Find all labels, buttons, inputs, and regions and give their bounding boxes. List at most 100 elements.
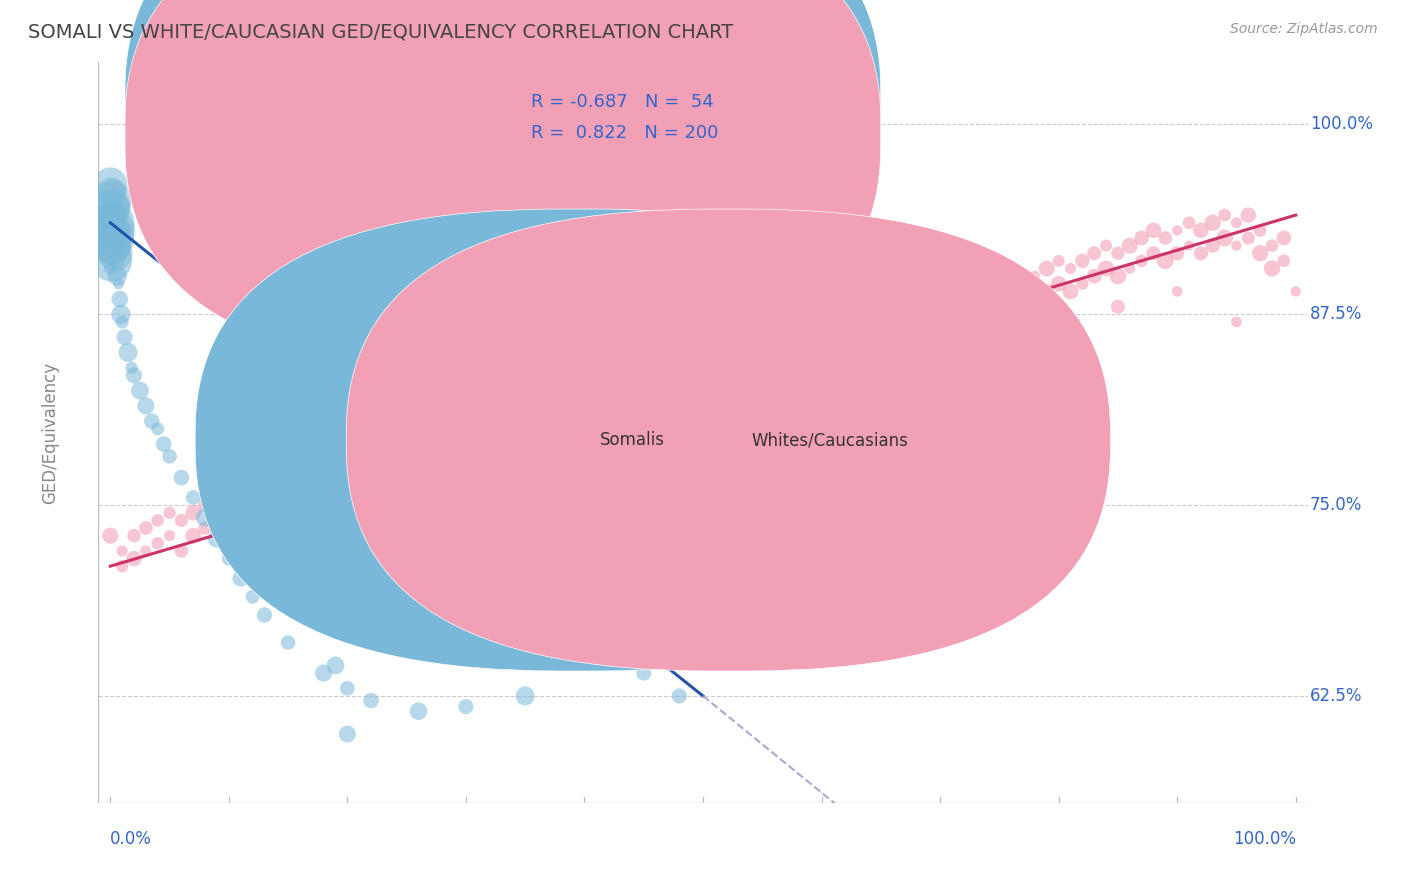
Point [122,368,145,383]
Point [526,429,548,443]
Point [561,399,583,413]
Point [100,185,122,199]
Point [1130,231,1153,245]
Text: 0.0%: 0.0% [110,830,152,848]
Point [141,414,163,428]
Point [371,467,394,482]
Point [408,460,430,475]
Text: 62.5%: 62.5% [1310,687,1362,705]
Point [502,444,524,458]
Point [1012,277,1035,291]
Point [443,429,465,443]
Point [98,529,121,543]
Point [1249,246,1271,260]
Point [965,292,987,306]
Point [1154,253,1177,268]
Point [159,450,181,464]
Point [104,223,127,237]
Point [1237,208,1260,222]
Point [135,544,157,558]
Text: atlas: atlas [619,401,887,508]
Point [454,444,477,458]
Point [585,422,607,436]
Point [101,193,124,207]
Text: 75.0%: 75.0% [1310,496,1362,514]
Point [574,414,596,428]
Point [242,529,264,543]
Point [218,483,240,497]
Point [609,407,631,421]
Point [1083,246,1105,260]
Point [1213,208,1236,222]
FancyBboxPatch shape [195,209,959,671]
Point [644,399,666,413]
Point [98,208,121,222]
Point [467,452,489,467]
Point [1012,300,1035,314]
Point [988,330,1011,344]
Point [537,437,560,451]
Point [360,452,382,467]
Point [526,407,548,421]
Point [478,422,501,436]
Point [205,513,228,527]
Text: 100.0%: 100.0% [1233,830,1296,848]
Point [1142,223,1164,237]
Point [218,544,240,558]
Point [105,238,128,252]
Point [893,307,915,321]
Point [121,360,143,375]
Point [336,475,359,490]
Point [644,376,666,390]
Point [810,353,832,368]
Point [633,666,655,681]
Point [692,407,714,421]
Point [1202,238,1225,252]
Point [988,300,1011,314]
Point [1261,261,1284,276]
Point [905,322,928,336]
Text: 100.0%: 100.0% [1310,114,1374,133]
Point [929,300,952,314]
Point [443,452,465,467]
Point [253,498,276,512]
Point [1142,246,1164,260]
Point [419,467,441,482]
Point [574,391,596,405]
Point [194,510,217,524]
Point [325,483,347,497]
Point [799,360,821,375]
Point [668,376,690,390]
Point [1095,261,1118,276]
Point [312,491,335,505]
Point [205,491,228,505]
Point [882,338,904,352]
Point [633,422,655,436]
Point [384,452,406,467]
Point [1189,246,1212,260]
Point [858,315,880,329]
Point [846,322,869,336]
Point [657,384,679,398]
Point [1285,285,1308,299]
Point [110,307,132,321]
Point [105,253,128,268]
Point [395,444,418,458]
Point [941,315,963,329]
Point [1059,261,1081,276]
Point [1202,216,1225,230]
Point [775,338,797,352]
Point [598,391,620,405]
Point [100,223,122,237]
Point [952,307,974,321]
Point [395,498,418,512]
Text: 87.5%: 87.5% [1310,305,1362,323]
Point [1178,238,1201,252]
Point [692,360,714,375]
Point [1047,253,1070,268]
Point [775,360,797,375]
Point [1071,253,1094,268]
Point [1189,223,1212,237]
Point [277,470,299,484]
Point [135,399,157,413]
